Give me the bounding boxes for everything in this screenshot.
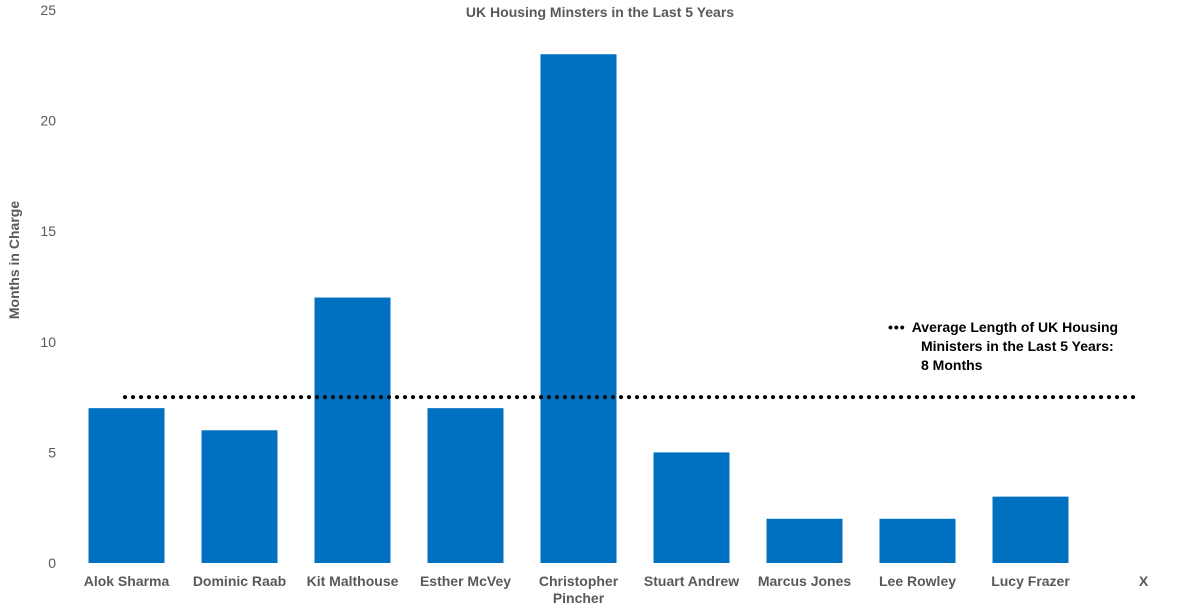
bar (314, 297, 391, 563)
bar (653, 452, 730, 563)
y-tick-label: 10 (40, 334, 56, 350)
y-tick-label: 20 (40, 113, 56, 129)
bars (88, 54, 1069, 564)
bar (766, 518, 843, 563)
average-legend: ••• Average Length of UK Housing Minister… (888, 318, 1118, 375)
average-legend-line-3: 8 Months (921, 357, 983, 373)
x-axis-labels: Alok Sharma Dominic Raab Kit Malthouse Esth… (84, 573, 1149, 606)
bar (201, 430, 278, 563)
x-tick-label: Lucy Frazer (991, 573, 1070, 589)
x-tick-label: Esther McVey (420, 573, 511, 589)
y-tick-label: 5 (48, 444, 56, 460)
x-tick-label: Dominic Raab (193, 573, 286, 589)
x-tick-label: Christopher Pincher (539, 573, 619, 606)
bar (540, 54, 617, 564)
bar (427, 408, 504, 563)
x-tick-label: Alok Sharma (84, 573, 170, 589)
bar (992, 496, 1069, 563)
y-axis-ticks: 0 5 10 15 20 25 (40, 2, 56, 571)
average-legend-line-2: Ministers in the Last 5 Years: (921, 338, 1114, 354)
x-tick-label: Kit Malthouse (307, 573, 399, 589)
average-legend-line-1: Average Length of UK Housing (911, 319, 1119, 335)
bar (879, 518, 956, 563)
bar (88, 408, 165, 563)
y-tick-label: 25 (40, 2, 56, 18)
x-tick-label: X (1139, 573, 1149, 589)
x-tick-label: Marcus Jones (758, 573, 852, 589)
x-tick-label: Lee Rowley (879, 573, 956, 589)
average-legend-marker: ••• (888, 319, 906, 335)
y-tick-label: 15 (40, 223, 56, 239)
y-tick-label: 0 (48, 555, 56, 571)
chart-title: UK Housing Minsters in the Last 5 Years (465, 4, 735, 20)
x-tick-label: Stuart Andrew (644, 573, 739, 589)
